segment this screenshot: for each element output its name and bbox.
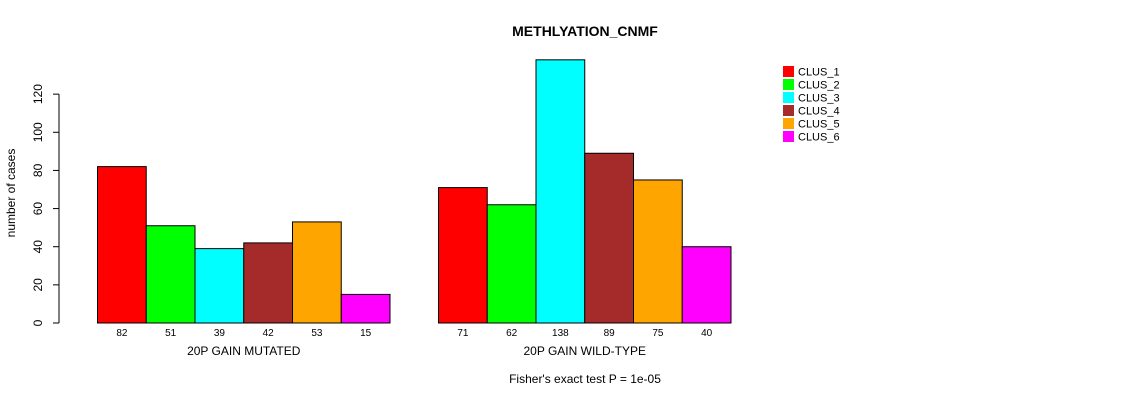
bar-group: 82 51 39 42 53 15 20P GAIN MUTATED xyxy=(97,166,391,358)
legend-item: CLUS_4 xyxy=(783,105,840,118)
legend-item: CLUS_5 xyxy=(783,118,840,131)
legend-swatch xyxy=(783,79,794,90)
legend-item: CLUS_3 xyxy=(783,92,840,105)
bar-clus-4 xyxy=(584,152,634,324)
bar-count-label: 75 xyxy=(652,328,664,339)
bar-clus-1 xyxy=(438,187,488,324)
bar-clus-4 xyxy=(243,242,293,324)
legend-item: CLUS_1 xyxy=(783,66,840,79)
bar-clus-5 xyxy=(292,221,342,324)
y-tick-label: 40 xyxy=(31,240,45,254)
bar-count-label: 89 xyxy=(604,328,616,339)
bar-clus-6 xyxy=(340,293,391,324)
legend-swatch xyxy=(783,118,794,129)
legend-swatch xyxy=(783,66,794,77)
bar-count-label: 138 xyxy=(552,328,569,339)
bar-clus-3 xyxy=(535,59,586,324)
y-tick-label: 0 xyxy=(31,319,45,326)
bar-clus-3 xyxy=(194,248,245,324)
legend-swatch xyxy=(783,92,794,103)
y-tick-label: 120 xyxy=(31,84,45,104)
bar-clus-2 xyxy=(486,204,537,324)
bar-count-label: 53 xyxy=(311,328,323,339)
y-tick-label: 80 xyxy=(31,163,45,177)
group-label: 20P GAIN MUTATED xyxy=(187,344,301,358)
legend-swatch xyxy=(783,131,794,142)
bar-count-label: 82 xyxy=(116,328,128,339)
legend-label: CLUS_4 xyxy=(798,106,840,118)
legend-label: CLUS_2 xyxy=(798,80,840,92)
bar-clus-1 xyxy=(97,166,147,324)
bar-group: 71 62 138 89 75 40 20P GAIN WILD-TYPE xyxy=(438,59,732,358)
chart-title: METHLYATION_CNMF xyxy=(512,23,658,39)
y-axis: 0 20 40 60 80 100 120 xyxy=(31,84,60,326)
legend-label: CLUS_6 xyxy=(798,132,840,144)
bar-count-label: 62 xyxy=(506,328,518,339)
legend-label: CLUS_3 xyxy=(798,93,840,105)
bar-clus-2 xyxy=(145,225,196,324)
bar-count-label: 42 xyxy=(263,328,275,339)
y-tick-label: 20 xyxy=(31,278,45,292)
bars: 82 51 39 42 53 15 20P GAIN MUTATED 71 62 138 89 75 4… xyxy=(97,59,732,358)
bar-count-label: 51 xyxy=(165,328,177,339)
bar-count-label: 39 xyxy=(214,328,226,339)
legend-item: CLUS_6 xyxy=(783,131,840,144)
legend-label: CLUS_1 xyxy=(798,67,840,79)
legend-swatch xyxy=(783,105,794,116)
y-axis-label: number of cases xyxy=(4,149,18,238)
bar-count-label: 40 xyxy=(701,328,713,339)
bar-count-label: 71 xyxy=(457,328,469,339)
legend-item: CLUS_2 xyxy=(783,79,840,92)
y-tick-label: 60 xyxy=(31,202,45,216)
fisher-test-label: Fisher's exact test P = 1e-05 xyxy=(509,372,661,386)
bar-clus-5 xyxy=(633,179,683,324)
bar-count-label: 15 xyxy=(360,328,372,339)
legend-label: CLUS_5 xyxy=(798,119,840,131)
bar-clus-6 xyxy=(681,246,732,324)
group-label: 20P GAIN WILD-TYPE xyxy=(524,344,646,358)
y-tick-label: 100 xyxy=(31,122,45,142)
